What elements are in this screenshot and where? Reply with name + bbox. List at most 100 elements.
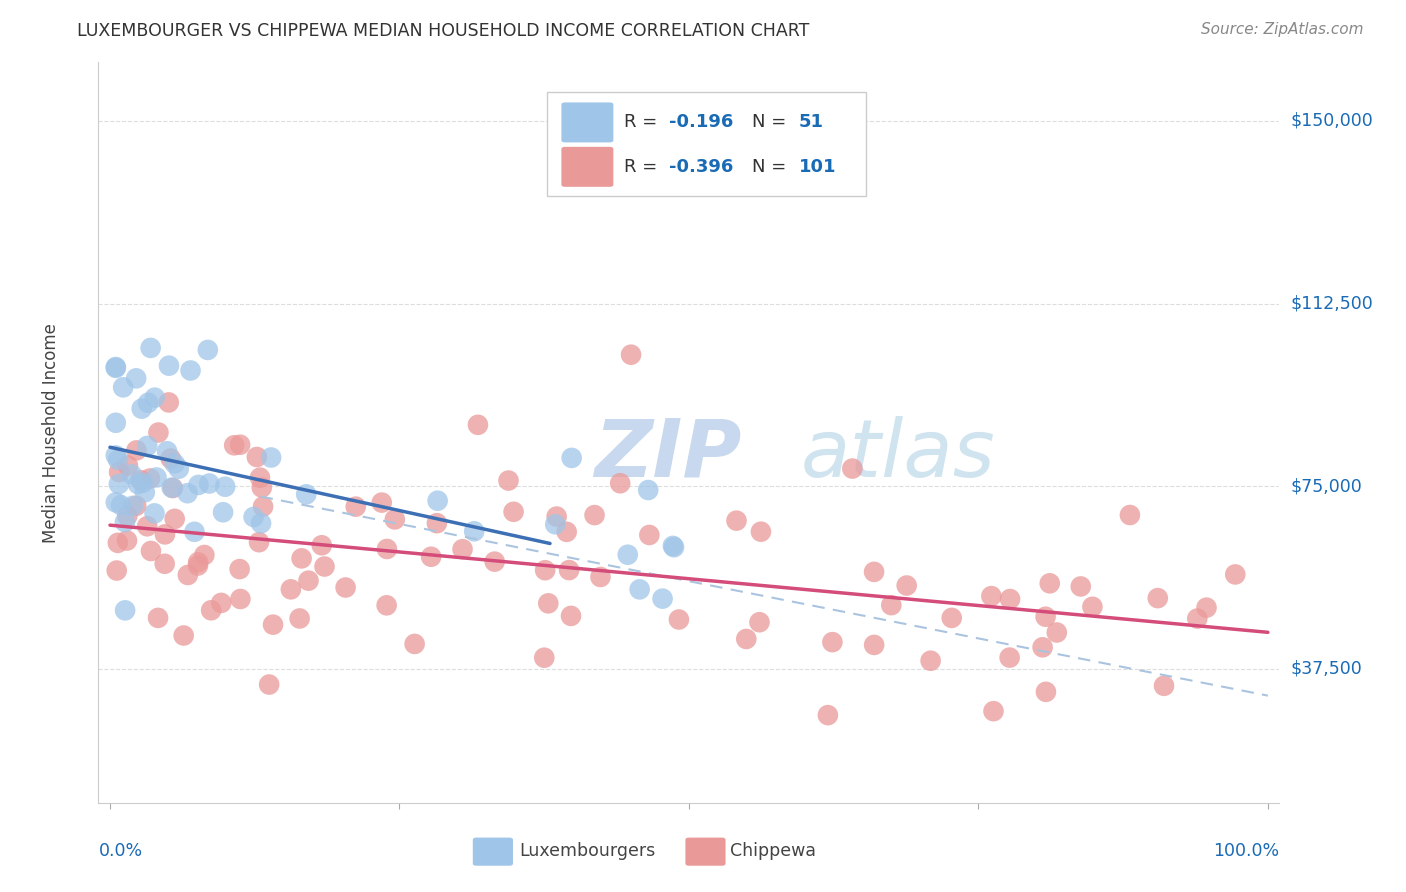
Point xyxy=(344,500,367,514)
Point xyxy=(153,557,176,571)
Point xyxy=(1119,508,1142,522)
Point xyxy=(288,611,311,625)
Point xyxy=(1146,591,1168,606)
Point xyxy=(200,603,222,617)
Point xyxy=(180,363,202,377)
Point xyxy=(160,481,183,495)
Point xyxy=(941,611,963,625)
Point xyxy=(104,449,127,463)
Point xyxy=(335,581,357,595)
Point xyxy=(112,380,135,394)
Point xyxy=(162,481,184,495)
Point xyxy=(384,512,406,526)
Point xyxy=(250,516,273,531)
Point xyxy=(638,528,661,542)
Point xyxy=(143,507,166,521)
Point xyxy=(295,487,318,501)
Point xyxy=(1035,685,1057,699)
Point xyxy=(668,613,690,627)
Point xyxy=(114,515,136,529)
Text: Median Household Income: Median Household Income xyxy=(42,323,60,542)
FancyBboxPatch shape xyxy=(685,838,725,866)
Point xyxy=(748,615,770,630)
Point xyxy=(297,574,319,588)
Point xyxy=(502,505,524,519)
Point xyxy=(125,371,148,385)
Point xyxy=(262,617,284,632)
Point xyxy=(484,555,506,569)
Point xyxy=(145,470,167,484)
Text: Luxembourgers: Luxembourgers xyxy=(519,842,655,860)
Point xyxy=(280,582,302,597)
Point xyxy=(132,475,155,490)
Point xyxy=(920,654,942,668)
Point xyxy=(193,548,215,562)
Point xyxy=(375,599,398,613)
Point xyxy=(609,476,631,491)
Point xyxy=(863,638,886,652)
Point xyxy=(555,524,578,539)
Text: $150,000: $150,000 xyxy=(1291,112,1374,130)
Point xyxy=(260,450,283,465)
Point xyxy=(131,401,153,416)
Point xyxy=(176,486,198,500)
Point xyxy=(197,343,219,357)
Text: $75,000: $75,000 xyxy=(1291,477,1362,495)
Text: atlas: atlas xyxy=(801,416,995,494)
Point xyxy=(426,493,449,508)
Point xyxy=(247,535,270,549)
Point xyxy=(146,611,169,625)
Point xyxy=(451,542,474,557)
Point xyxy=(212,505,235,519)
Point xyxy=(537,596,560,610)
Point xyxy=(139,341,162,355)
Point xyxy=(463,524,485,539)
Point xyxy=(127,477,149,491)
Point xyxy=(1195,600,1218,615)
Point xyxy=(117,508,139,523)
Point xyxy=(1039,576,1062,591)
Point xyxy=(998,592,1021,607)
Point xyxy=(136,519,159,533)
Point xyxy=(122,499,145,513)
Point xyxy=(187,555,209,569)
Point xyxy=(136,396,159,410)
Point xyxy=(125,499,148,513)
Point xyxy=(163,457,186,471)
Point xyxy=(136,439,159,453)
Text: 51: 51 xyxy=(799,113,824,131)
Point xyxy=(148,425,170,440)
Text: LUXEMBOURGER VS CHIPPEWA MEDIAN HOUSEHOLD INCOME CORRELATION CHART: LUXEMBOURGER VS CHIPPEWA MEDIAN HOUSEHOL… xyxy=(77,22,810,40)
Point xyxy=(187,558,209,573)
Point xyxy=(257,677,280,691)
Text: N =: N = xyxy=(752,113,792,131)
Text: Chippewa: Chippewa xyxy=(730,842,817,860)
Point xyxy=(159,451,181,466)
Text: 0.0%: 0.0% xyxy=(98,842,142,860)
Point xyxy=(546,509,568,524)
Point xyxy=(841,461,863,475)
Point xyxy=(749,524,772,539)
Point xyxy=(104,416,127,430)
Point xyxy=(198,476,221,491)
Point xyxy=(311,538,333,552)
Point xyxy=(983,704,1005,718)
Point xyxy=(1032,640,1054,655)
Text: -0.396: -0.396 xyxy=(669,158,734,176)
Point xyxy=(589,570,612,584)
Point xyxy=(314,559,336,574)
Point xyxy=(228,562,250,576)
Point xyxy=(533,650,555,665)
Point xyxy=(467,417,489,432)
Point xyxy=(561,450,583,465)
Point xyxy=(125,443,148,458)
Point xyxy=(1153,679,1175,693)
Point xyxy=(209,596,232,610)
Point xyxy=(1046,625,1069,640)
Point xyxy=(246,450,269,464)
Point xyxy=(108,477,131,491)
Text: R =: R = xyxy=(624,158,664,176)
Point xyxy=(558,563,581,577)
Point xyxy=(1187,611,1209,625)
Point xyxy=(139,544,162,558)
